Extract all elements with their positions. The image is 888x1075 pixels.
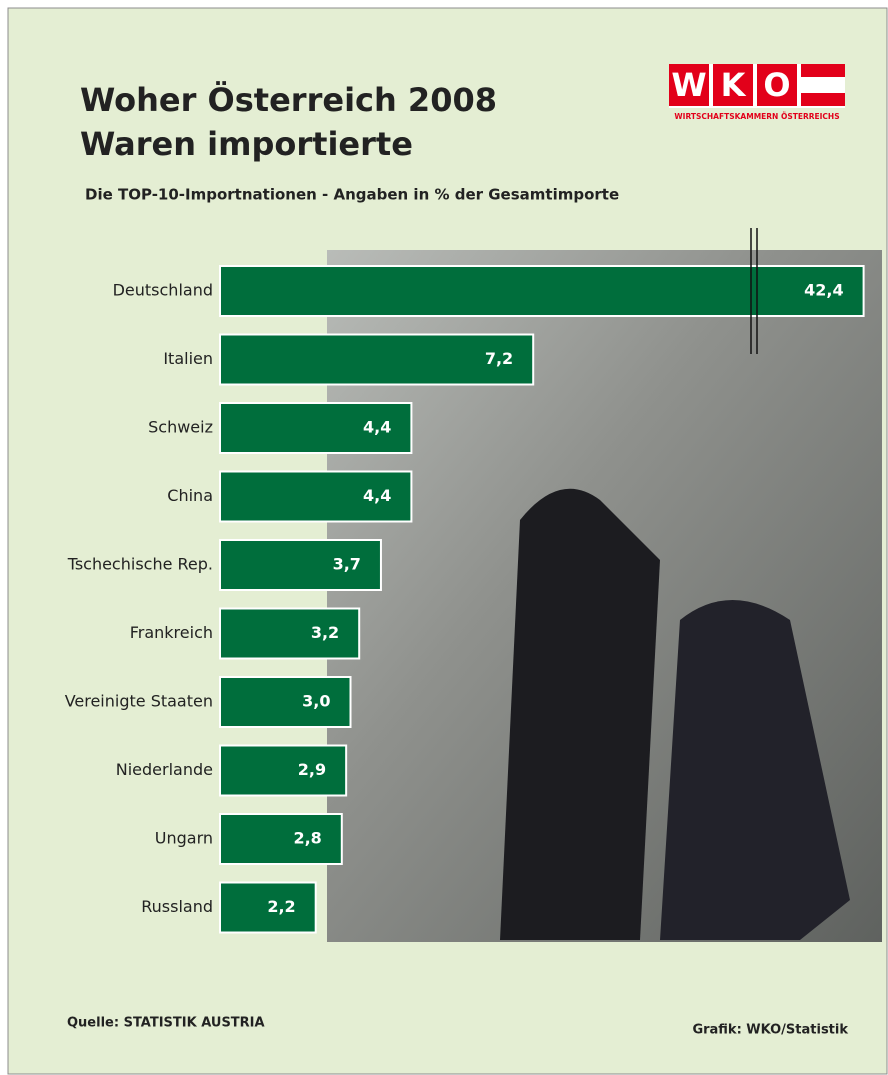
category-label: Tschechische Rep. [67,555,213,574]
value-label: 7,2 [485,349,513,368]
value-label: 3,7 [333,555,361,574]
logo-box [669,64,709,106]
value-label: 4,4 [363,418,391,437]
value-label: 3,0 [302,692,330,711]
bar [219,676,352,728]
source: Quelle: STATISTIK AUSTRIA [67,1016,265,1031]
bar [219,607,361,660]
bar [219,813,343,865]
category-label: Ungarn [155,829,213,848]
category-label: Schweiz [148,418,213,437]
bar [219,744,348,797]
bar [219,265,865,317]
category-label: Deutschland [113,281,213,300]
value-label: 2,2 [267,897,295,916]
logo-stripe [801,64,845,77]
value-label: 2,8 [293,829,321,848]
category-label: Frankreich [130,623,213,642]
photo-figure [500,488,660,940]
value-label: 4,4 [363,486,391,505]
category-label: China [167,486,213,505]
logo-letter: K [721,66,747,104]
logo: W K O WIRTSCHAFTSKAMMERN ÖSTERREICHS [669,64,845,121]
logo-caption: WIRTSCHAFTSKAMMERN ÖSTERREICHS [674,112,839,121]
bar [219,881,317,934]
value-label: 42,4 [804,281,843,300]
chart-subtitle: Die TOP-10-Importnationen - Angaben in %… [85,186,619,204]
bar [219,333,535,386]
logo-stripe [801,93,845,106]
value-label: 3,2 [311,623,339,642]
bar [219,539,382,591]
logo-letter: W [671,66,706,104]
credit: Grafik: WKO/Statistik [692,1023,848,1038]
chart-title: Waren importierte [80,125,413,163]
photo-figure [660,600,850,940]
logo-box [713,64,753,106]
category-label: Niederlande [116,760,213,779]
category-label: Italien [163,349,213,368]
bar [219,402,413,454]
value-label: 2,9 [298,760,326,779]
category-label: Vereinigte Staaten [65,692,213,711]
bar [219,470,413,523]
category-label: Russland [141,897,213,916]
chart-title: Woher Österreich 2008 [80,81,497,119]
logo-box [757,64,797,106]
logo-letter: O [763,66,790,104]
